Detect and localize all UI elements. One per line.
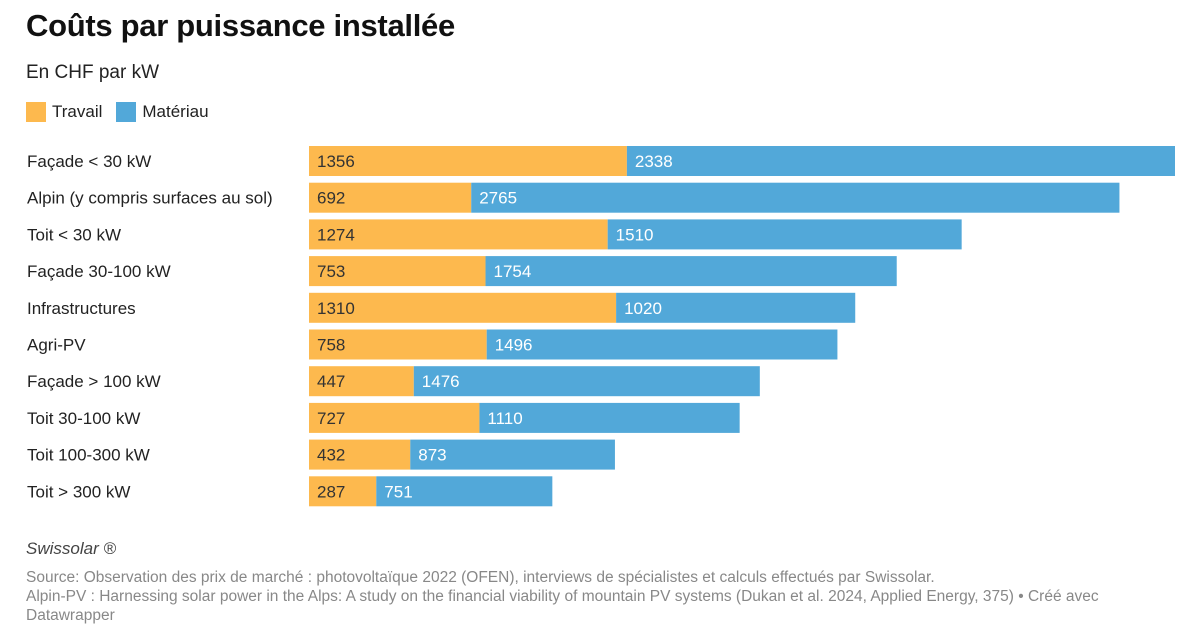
category-label: Toit < 30 kW <box>27 225 121 244</box>
bar-materiau <box>607 219 962 250</box>
bar-travail <box>309 402 480 433</box>
bar-travail <box>309 182 472 213</box>
value-label-materiau: 1496 <box>495 336 533 355</box>
legend: Travail Matériau <box>26 102 223 122</box>
legend-item-travail: Travail <box>26 102 102 122</box>
value-label-travail: 1274 <box>317 225 355 244</box>
bar-travail <box>309 439 411 470</box>
value-label-travail: 727 <box>317 409 345 428</box>
legend-label-travail: Travail <box>52 102 103 121</box>
bar-travail <box>309 329 487 360</box>
bar-materiau <box>616 292 856 323</box>
value-label-materiau: 1110 <box>487 409 522 428</box>
value-label-materiau: 2765 <box>479 189 517 208</box>
value-label-materiau: 1754 <box>494 262 532 281</box>
value-label-travail: 758 <box>317 336 345 355</box>
bar-materiau <box>485 256 897 287</box>
bar-travail <box>309 292 617 323</box>
value-label-travail: 447 <box>317 372 345 391</box>
category-label: Infrastructures <box>27 299 136 318</box>
bar-materiau <box>410 439 615 470</box>
bar-materiau <box>413 366 760 397</box>
bar-travail <box>309 256 486 287</box>
chart-subtitle: En CHF par kW <box>26 62 160 83</box>
value-label-materiau: 751 <box>384 482 412 501</box>
category-label: Toit 30-100 kW <box>27 409 140 428</box>
bar-materiau <box>471 182 1120 213</box>
legend-swatch-materiau <box>116 102 137 122</box>
category-label: Toit 100-300 kW <box>27 446 150 465</box>
category-label: Alpin (y compris surfaces au sol) <box>27 189 273 208</box>
bar-materiau <box>486 329 838 360</box>
value-label-travail: 1310 <box>317 299 355 318</box>
value-label-travail: 1356 <box>317 152 355 171</box>
footer-brand: Swissolar ® <box>26 539 116 558</box>
value-label-materiau: 873 <box>418 446 446 465</box>
bar-travail <box>309 219 608 250</box>
value-label-materiau: 1020 <box>624 299 662 318</box>
note-line: Alpin-PV : Harnessing solar power in the… <box>26 588 1099 624</box>
bar-materiau <box>376 476 553 507</box>
category-label: Agri-PV <box>27 336 86 355</box>
bar-travail <box>309 146 627 176</box>
category-label: Toit > 300 kW <box>27 482 130 501</box>
bar-travail <box>309 476 377 507</box>
value-label-materiau: 2338 <box>635 152 673 171</box>
value-label-materiau: 1476 <box>422 372 460 391</box>
value-label-travail: 287 <box>317 482 345 501</box>
legend-label-materiau: Matériau <box>142 102 209 121</box>
source-line: Source: Observation des prix de marché :… <box>26 569 935 586</box>
bar-travail <box>309 366 414 397</box>
category-label: Façade > 100 kW <box>27 372 161 391</box>
legend-item-materiau: Matériau <box>116 102 209 122</box>
chart-title: Coûts par puissance installée <box>26 8 455 43</box>
value-label-travail: 692 <box>317 189 345 208</box>
bar-materiau <box>626 146 1175 176</box>
bar-materiau <box>479 402 740 433</box>
footer-source: Source: Observation des prix de marché :… <box>26 568 1166 625</box>
value-label-materiau: 1510 <box>616 225 654 244</box>
value-label-travail: 432 <box>317 446 345 465</box>
category-label: Façade 30-100 kW <box>27 262 171 281</box>
value-label-travail: 753 <box>317 262 345 281</box>
stacked-bar-chart: Façade < 30 kW 1356 2338 Alpin (y compris s… <box>27 146 1175 507</box>
legend-swatch-travail <box>26 102 46 122</box>
category-label: Façade < 30 kW <box>27 152 151 171</box>
